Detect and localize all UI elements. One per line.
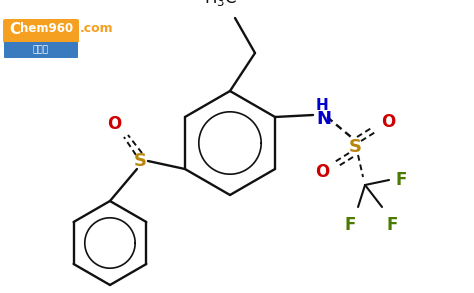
Text: O: O xyxy=(315,163,329,181)
Text: F: F xyxy=(344,216,356,234)
Text: H$_3$C: H$_3$C xyxy=(204,0,237,8)
Text: F: F xyxy=(386,216,398,234)
Text: F: F xyxy=(395,171,407,189)
FancyBboxPatch shape xyxy=(4,42,78,58)
Text: N: N xyxy=(316,110,331,128)
Text: H: H xyxy=(316,98,329,113)
Text: O: O xyxy=(107,115,121,133)
Text: O: O xyxy=(381,113,395,131)
Text: 化工网: 化工网 xyxy=(33,45,49,54)
FancyBboxPatch shape xyxy=(3,19,79,43)
Text: hem960: hem960 xyxy=(20,23,73,35)
Text: S: S xyxy=(348,138,362,156)
Text: C: C xyxy=(9,21,20,37)
Text: .com: .com xyxy=(80,23,114,35)
Text: S: S xyxy=(134,152,146,170)
